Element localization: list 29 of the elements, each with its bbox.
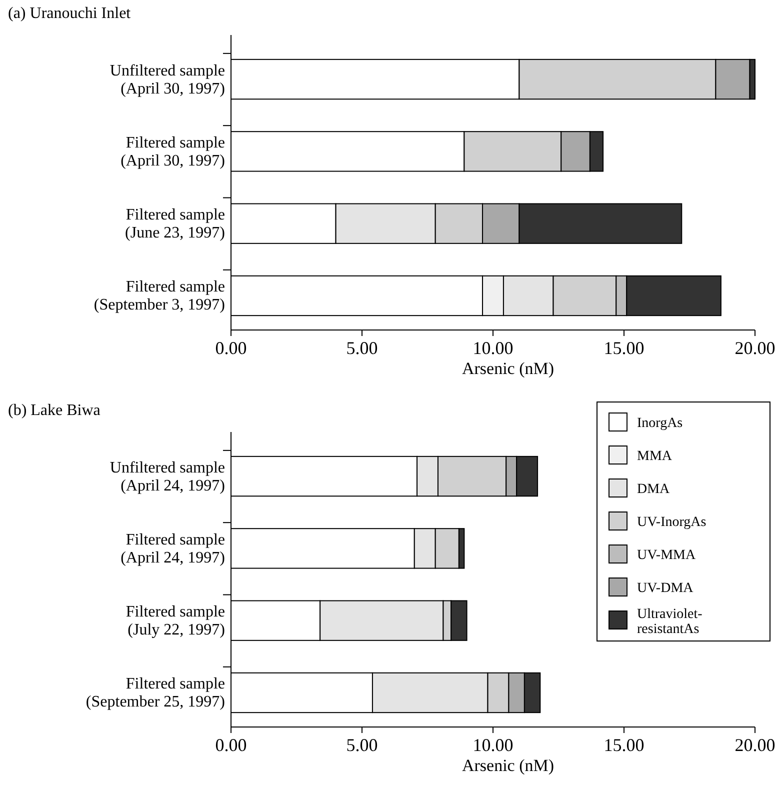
x-tick-label: 0.00 [215, 735, 247, 755]
x-tick-label: 10.00 [472, 338, 514, 358]
legend-label: Ultraviolet-resistantAs [637, 607, 703, 637]
x-tick-label: 15.00 [604, 338, 644, 358]
y-tick-label: Filtered sample (June 23, 1997) [125, 206, 225, 242]
x-tick-label: 10.00 [472, 735, 514, 755]
x-axis-title: Arsenic (nM) [462, 359, 554, 378]
y-tick-label: Filtered sample (April 24, 1997) [120, 531, 225, 566]
x-tick-label: 5.00 [346, 338, 378, 358]
x-tick-label: 20.00 [734, 735, 776, 755]
y-tick-label: Unfiltered sample (April 24, 1997) [110, 459, 225, 494]
legend-label: UV-InorgAs [637, 515, 706, 530]
x-tick-label: 5.00 [346, 735, 378, 755]
text: (b) Lake Biwa [8, 402, 100, 419]
legend-label: InorgAs [637, 416, 683, 431]
x-tick-label: 20.00 [734, 338, 776, 358]
x-tick-label: 0.00 [215, 338, 247, 358]
y-tick-label: Filtered sample (April 30, 1997) [120, 134, 225, 170]
text: (a) Uranouchi Inlet [8, 5, 132, 22]
y-tick-label: Filtered sample (July 22, 1997) [126, 604, 225, 639]
y-tick-label: Unfiltered sample (April 30, 1997) [110, 62, 225, 98]
x-tick-label: 15.00 [604, 735, 644, 755]
y-tick-label: Filtered sample (September 25, 1997) [86, 676, 225, 711]
legend-label: DMA [637, 482, 671, 497]
x-axis-title: Arsenic (nM) [462, 756, 554, 775]
y-tick-label: Filtered sample (September 3, 1997) [94, 278, 225, 314]
legend-label: UV-MMA [637, 548, 696, 563]
legend-label: UV-DMA [637, 581, 694, 596]
legend-label: MMA [637, 449, 673, 464]
